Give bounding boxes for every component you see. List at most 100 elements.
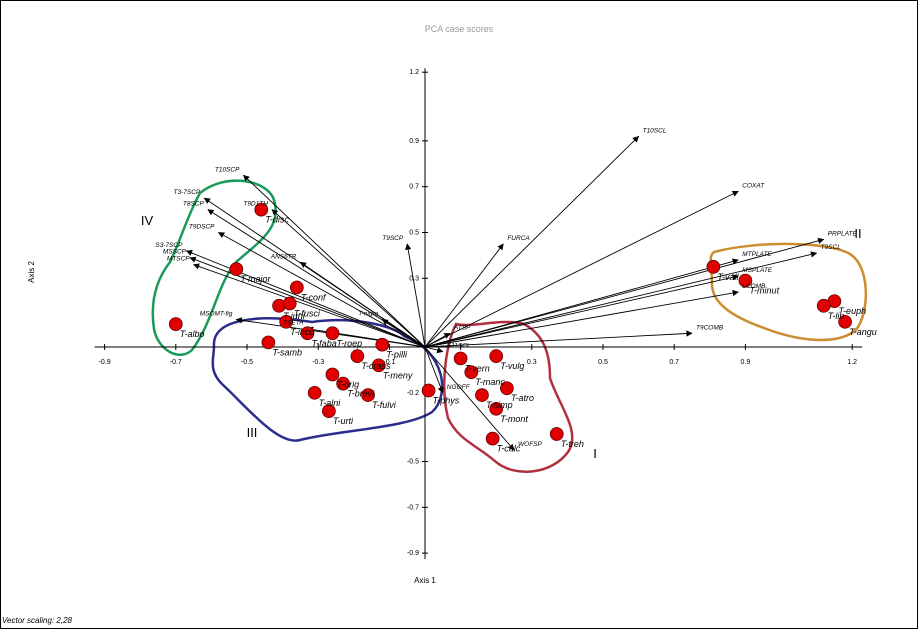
group-label: I (593, 446, 597, 461)
y-tick-label: -0.9 (407, 550, 419, 557)
species-label: T-roep (336, 338, 362, 348)
species-point (838, 314, 852, 329)
vector-arrow (424, 237, 825, 348)
species-label: T-simp (486, 400, 513, 410)
vector-label: MSPLATE (742, 267, 773, 274)
vector-scaling-note: Vector scaling: 2,28 (2, 616, 72, 625)
y-tick-label: -0.5 (407, 459, 419, 466)
vector-arrow (193, 263, 426, 348)
species-point (254, 202, 269, 217)
vector-label: T10SCL (643, 127, 667, 134)
species-label: T-major (240, 274, 271, 284)
x-tick-label: 0.3 (527, 359, 537, 366)
vector-label: ANS6TR (270, 253, 297, 260)
vector-arrow (299, 261, 426, 348)
vector-arrow (424, 135, 640, 348)
species-point (289, 280, 304, 295)
species-label: T-fusci (294, 308, 321, 318)
species-point (279, 314, 294, 329)
y-tick-label: 0.5 (409, 230, 419, 237)
y-tick-label: -0.2 (407, 390, 419, 397)
species-label: T-conf (301, 292, 327, 302)
vector-arrow (242, 174, 426, 348)
species-point (307, 385, 322, 400)
species-point (350, 349, 365, 364)
species-point (816, 298, 831, 313)
species-label: T-juni (283, 311, 306, 321)
group-label: II (854, 226, 861, 241)
species-point (738, 273, 753, 288)
group-hull-i (443, 320, 574, 473)
vector-arrow (424, 251, 818, 348)
species-label: T-crass (361, 361, 391, 371)
y-axis-label: Axis 2 (27, 261, 36, 283)
species-label: T-euph (838, 306, 866, 316)
species-label: T-manc (475, 377, 505, 387)
vector-arrow (271, 209, 426, 348)
species-label: T-vall (717, 272, 739, 282)
vector-arrow (424, 346, 444, 394)
species-label: T-lin (828, 311, 845, 321)
species-point (261, 335, 276, 350)
x-tick-label: 0.5 (598, 359, 608, 366)
vector-label: T3-7SCP (174, 189, 201, 196)
vector-arrow (424, 330, 693, 348)
species-label: T-disc (265, 215, 289, 225)
species-label: T-pilli (386, 350, 408, 360)
vector-label: T9D1TH (243, 201, 268, 208)
y-tick-label: 0.9 (409, 138, 419, 145)
species-point (300, 326, 315, 341)
species-label: T-albo (180, 329, 205, 339)
species-label: T-samb (272, 347, 302, 357)
vector-label: T9COMB (696, 324, 724, 331)
species-point (375, 337, 390, 352)
vector-label: S3-7SCP (155, 242, 183, 249)
species-label: T-atro (511, 393, 534, 403)
species-label: T-meny (383, 370, 413, 380)
species-point (229, 262, 244, 276)
vector-arrow (424, 346, 515, 451)
species-label: T-orig (336, 379, 359, 389)
species-label: T-inco (290, 327, 314, 337)
species-label: T-treh (561, 439, 584, 449)
vector-label: T10SCP (215, 166, 240, 173)
species-point (489, 349, 504, 364)
vector-label: MSOMT-fig (200, 311, 233, 318)
species-label: T-angu (849, 327, 877, 337)
vector-label: TSETA (283, 320, 303, 327)
vector-label: MSSCP (163, 249, 187, 256)
species-label: T-alni (319, 398, 342, 408)
species-label: T-fulvi (372, 400, 397, 410)
vector-label: T-nigro (358, 311, 378, 318)
species-point (485, 431, 500, 446)
species-label: T-calc (497, 444, 521, 454)
x-tick-label: -0.5 (241, 359, 253, 366)
species-label: T-brevi (347, 389, 375, 399)
x-tick-label: 0.7 (669, 359, 679, 366)
vector-label: T8SCP (183, 201, 205, 208)
species-point (325, 367, 340, 382)
group-label: III (247, 425, 258, 440)
x-tick-label: -0.1 (383, 359, 395, 366)
species-label: T-urti (333, 416, 354, 426)
x-tick-label: -0.7 (170, 359, 182, 366)
vector-label: T9SCP (382, 235, 404, 242)
vector-arrow (185, 250, 426, 348)
y-tick-label: 0.3 (409, 275, 419, 282)
species-point (464, 365, 479, 380)
species-label: T-vulg (500, 361, 524, 371)
vector-label: FURCA (507, 235, 529, 242)
species-point (475, 388, 489, 402)
vector-arrow (189, 256, 426, 348)
species-point (322, 404, 336, 418)
species-label: T-minut (749, 286, 779, 296)
y-tick-label: 0.7 (409, 184, 419, 191)
species-label: T-vern (465, 363, 490, 373)
group-hull-ii (709, 242, 867, 342)
vector-label: ATSP (453, 324, 471, 331)
vector-arrow (424, 190, 739, 348)
vector-label: PRPLATE (828, 230, 858, 237)
species-point (361, 388, 375, 402)
vector-label: COXAT (742, 182, 765, 189)
